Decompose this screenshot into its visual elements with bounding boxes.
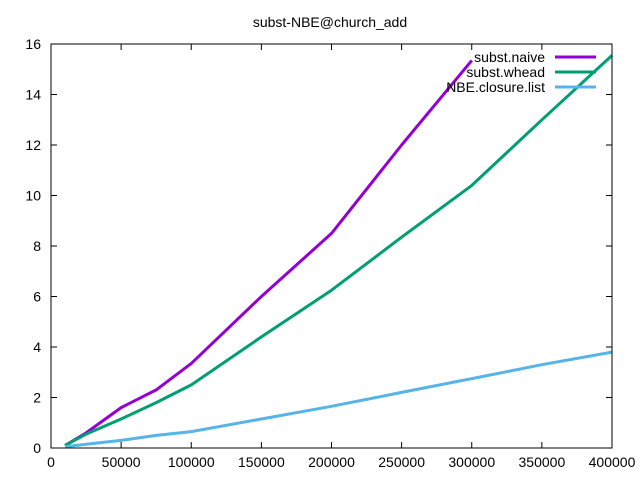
y-tick-label: 6	[33, 289, 41, 305]
series-line-subst-whead	[64, 54, 614, 447]
x-tick-label: 0	[47, 454, 55, 470]
x-tick-label: 150000	[238, 454, 285, 470]
legend-label: subst.whead	[466, 64, 545, 80]
x-tick-label: 400000	[589, 454, 636, 470]
series-line-nbe-closure-list	[64, 350, 613, 449]
y-tick-label: 12	[25, 137, 41, 153]
x-tick-label: 250000	[378, 454, 425, 470]
legend-label: subst.naive	[474, 49, 545, 65]
y-tick-label: 0	[33, 440, 41, 456]
x-tick-label: 300000	[448, 454, 495, 470]
x-tick-label: 50000	[102, 454, 141, 470]
y-tick-label: 8	[33, 238, 41, 254]
y-tick-label: 14	[25, 87, 41, 103]
y-tick-label: 4	[33, 339, 41, 355]
plot-frame	[50, 43, 613, 449]
x-tick-label: 100000	[168, 454, 215, 470]
legend-label: NBE.closure.list	[446, 79, 545, 95]
y-tick-label: 16	[25, 36, 41, 52]
chart-title: subst-NBE@church_add	[253, 14, 407, 30]
y-tick-label: 2	[33, 390, 41, 406]
y-tick-label: 10	[25, 188, 41, 204]
x-tick-label: 200000	[308, 454, 355, 470]
series-lines	[64, 54, 614, 449]
axis-ticks: 0 50000 100000 150000 200000 250000 300000 3500…	[25, 36, 635, 470]
series-line-subst-naive	[64, 59, 473, 447]
x-tick-label: 350000	[519, 454, 566, 470]
